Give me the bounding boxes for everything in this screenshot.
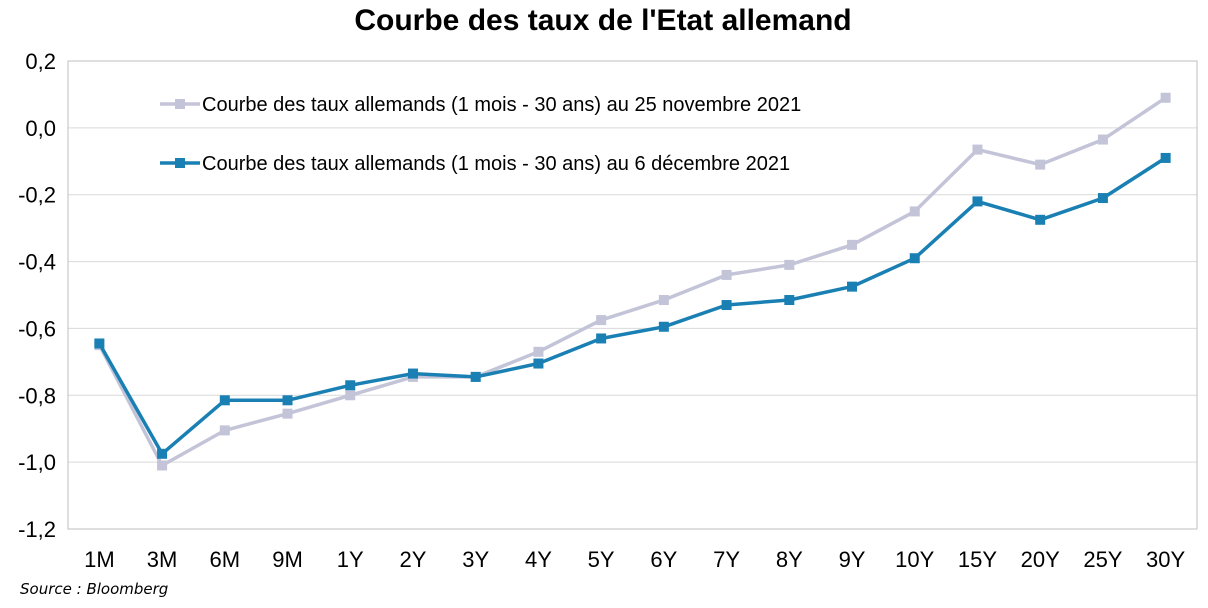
x-tick-label: 9M [272, 547, 303, 572]
data-point [596, 315, 607, 326]
x-tick-label: 10Y [895, 547, 934, 572]
legend-entry: Courbe des taux allemands (1 mois - 30 a… [160, 153, 790, 175]
data-point [721, 300, 732, 311]
series-2 [94, 152, 1171, 459]
x-tick-label: 30Y [1146, 547, 1185, 572]
x-tick-label: 2Y [400, 547, 427, 572]
data-point [847, 281, 858, 292]
data-point [282, 408, 293, 419]
data-point [1097, 134, 1108, 145]
legend-label: Courbe des taux allemands (1 mois - 30 a… [202, 153, 790, 175]
y-tick-label: -0,6 [18, 316, 56, 341]
y-tick-label: -1,2 [18, 517, 56, 542]
data-point [533, 358, 544, 369]
data-point [909, 253, 920, 264]
y-axis-tick-labels: 0,2 0,0 -0,2 -0,4 -0,6 -0,8 -1,0 -1,2 [18, 49, 56, 542]
x-tick-label: 3M [147, 547, 178, 572]
data-point [219, 425, 230, 436]
data-point [596, 333, 607, 344]
x-tick-label: 3Y [462, 547, 489, 572]
data-point [157, 448, 168, 459]
plot-area-border [67, 60, 1198, 530]
legend-swatch-marker [175, 158, 185, 168]
data-point [784, 259, 795, 270]
gridlines [68, 60, 1197, 530]
x-tick-label: 6M [210, 547, 241, 572]
series-1 [94, 92, 1171, 471]
x-tick-label: 20Y [1021, 547, 1060, 572]
x-tick-label: 8Y [776, 547, 803, 572]
data-point [658, 295, 669, 306]
data-point [345, 390, 356, 401]
data-point [972, 196, 983, 207]
y-tick-label: -0,2 [18, 183, 56, 208]
legend-entry: Courbe des taux allemands (1 mois - 30 a… [160, 94, 801, 116]
source-note: Source : Bloomberg [20, 580, 169, 598]
y-tick-label: -0,4 [18, 250, 56, 275]
data-point [972, 144, 983, 155]
data-point [847, 239, 858, 250]
data-point [1035, 159, 1046, 170]
legend-label: Courbe des taux allemands (1 mois - 30 a… [202, 94, 801, 116]
series-line [97, 96, 1167, 468]
x-tick-label: 1M [84, 547, 115, 572]
y-tick-label: 0,0 [25, 116, 56, 141]
data-point [1097, 193, 1108, 204]
data-point [219, 395, 230, 406]
legend-swatch-marker [175, 99, 185, 109]
y-tick-label: -1,0 [18, 450, 56, 475]
y-tick-label: 0,2 [25, 49, 56, 74]
x-tick-label: 15Y [958, 547, 997, 572]
x-tick-label: 4Y [525, 547, 552, 572]
legend: Courbe des taux allemands (1 mois - 30 a… [160, 94, 801, 175]
data-point [1160, 152, 1171, 163]
data-point [157, 460, 168, 471]
chart-title: Courbe des taux de l'Etat allemand [354, 4, 851, 37]
data-point [282, 395, 293, 406]
series-lines [94, 92, 1171, 471]
x-tick-label: 9Y [839, 547, 866, 572]
x-tick-label: 25Y [1083, 547, 1122, 572]
series-line [97, 156, 1167, 456]
x-tick-label: 7Y [713, 547, 740, 572]
data-point [94, 338, 105, 349]
data-point [1035, 214, 1046, 225]
data-point [407, 368, 418, 379]
data-point [784, 295, 795, 306]
x-tick-label: 6Y [650, 547, 677, 572]
data-point [1160, 92, 1171, 103]
data-point [470, 371, 481, 382]
data-point [345, 380, 356, 391]
data-point [658, 321, 669, 332]
data-point [721, 269, 732, 280]
x-tick-label: 5Y [588, 547, 615, 572]
y-tick-label: -0,8 [18, 383, 56, 408]
x-axis-tick-labels: 1M 3M 6M 9M 1Y 2Y 3Y 4Y 5Y 6Y 7Y 8Y 9Y 10Y 15Y 20Y 25Y 30… [84, 547, 1185, 572]
data-point [533, 346, 544, 357]
data-point [909, 206, 920, 217]
x-tick-label: 1Y [337, 547, 364, 572]
